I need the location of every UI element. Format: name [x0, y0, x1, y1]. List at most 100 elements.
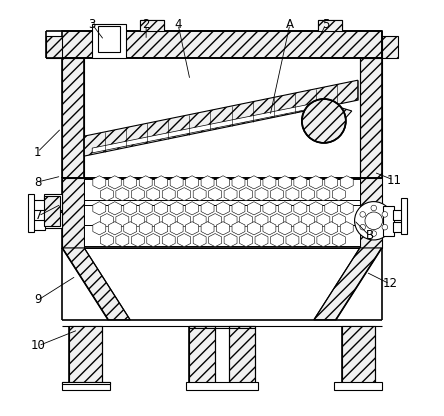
Polygon shape — [278, 176, 291, 189]
Polygon shape — [333, 188, 345, 201]
Bar — [84, 179, 360, 200]
Bar — [62, 382, 110, 384]
Polygon shape — [286, 233, 299, 247]
Polygon shape — [131, 213, 144, 227]
Bar — [44, 196, 60, 226]
Polygon shape — [224, 213, 237, 227]
Polygon shape — [263, 222, 276, 235]
Bar — [62, 382, 110, 390]
Polygon shape — [193, 188, 206, 201]
Polygon shape — [240, 188, 253, 201]
Polygon shape — [201, 222, 214, 235]
Polygon shape — [201, 176, 214, 189]
Bar — [62, 178, 382, 248]
Polygon shape — [186, 202, 198, 215]
Bar — [342, 326, 375, 384]
Polygon shape — [325, 176, 338, 189]
Polygon shape — [294, 222, 307, 235]
Polygon shape — [240, 213, 253, 227]
Polygon shape — [278, 222, 291, 235]
Polygon shape — [340, 202, 353, 215]
Polygon shape — [93, 176, 106, 189]
Polygon shape — [139, 222, 152, 235]
Polygon shape — [270, 213, 283, 227]
Bar — [318, 20, 342, 31]
Polygon shape — [92, 104, 310, 153]
Polygon shape — [147, 188, 160, 201]
Circle shape — [382, 212, 388, 217]
Polygon shape — [240, 233, 253, 247]
Polygon shape — [100, 233, 113, 247]
Polygon shape — [170, 202, 183, 215]
Text: 7: 7 — [35, 210, 42, 223]
Bar — [62, 178, 84, 248]
Polygon shape — [270, 233, 283, 247]
Bar — [84, 205, 360, 226]
Polygon shape — [309, 176, 322, 189]
Polygon shape — [124, 202, 137, 215]
Polygon shape — [155, 176, 168, 189]
Text: 2: 2 — [143, 18, 150, 31]
Bar — [44, 194, 62, 210]
Polygon shape — [108, 176, 121, 189]
Polygon shape — [155, 222, 168, 235]
Polygon shape — [186, 222, 198, 235]
Polygon shape — [301, 213, 314, 227]
Polygon shape — [162, 213, 175, 227]
Bar — [44, 212, 62, 228]
Polygon shape — [309, 222, 322, 235]
Bar — [186, 382, 258, 390]
Polygon shape — [209, 213, 222, 227]
Polygon shape — [147, 233, 160, 247]
Bar — [401, 198, 407, 234]
Polygon shape — [147, 213, 160, 227]
Polygon shape — [84, 80, 358, 156]
Text: B: B — [366, 230, 374, 243]
Polygon shape — [294, 202, 307, 215]
Polygon shape — [209, 233, 222, 247]
Polygon shape — [170, 222, 183, 235]
Polygon shape — [333, 213, 345, 227]
Polygon shape — [162, 188, 175, 201]
Polygon shape — [217, 202, 230, 215]
Bar — [229, 326, 255, 384]
Bar — [62, 31, 382, 58]
Bar — [360, 58, 382, 178]
Polygon shape — [340, 222, 353, 235]
Bar — [383, 206, 394, 236]
Text: 3: 3 — [88, 18, 96, 31]
Polygon shape — [100, 213, 113, 227]
Polygon shape — [217, 222, 230, 235]
Polygon shape — [286, 213, 299, 227]
Text: 9: 9 — [35, 293, 42, 306]
Bar — [32, 200, 45, 210]
Circle shape — [302, 99, 346, 143]
Polygon shape — [255, 213, 268, 227]
Polygon shape — [255, 233, 268, 247]
Polygon shape — [255, 188, 268, 201]
Polygon shape — [294, 176, 307, 189]
Polygon shape — [340, 176, 353, 189]
Bar — [46, 36, 62, 58]
Text: 5: 5 — [322, 18, 329, 31]
Polygon shape — [131, 233, 144, 247]
Polygon shape — [314, 248, 382, 320]
Bar — [140, 20, 164, 31]
Circle shape — [365, 212, 383, 230]
Polygon shape — [93, 202, 106, 215]
Polygon shape — [186, 176, 198, 189]
Polygon shape — [62, 248, 130, 320]
Polygon shape — [317, 188, 330, 201]
Text: 1: 1 — [34, 146, 41, 158]
Polygon shape — [308, 105, 352, 129]
Polygon shape — [224, 188, 237, 201]
Polygon shape — [178, 213, 190, 227]
Polygon shape — [155, 202, 168, 215]
Polygon shape — [247, 202, 261, 215]
Polygon shape — [209, 188, 222, 201]
Polygon shape — [193, 213, 206, 227]
Polygon shape — [124, 176, 137, 189]
Polygon shape — [116, 213, 129, 227]
Bar — [84, 225, 360, 246]
Polygon shape — [193, 233, 206, 247]
